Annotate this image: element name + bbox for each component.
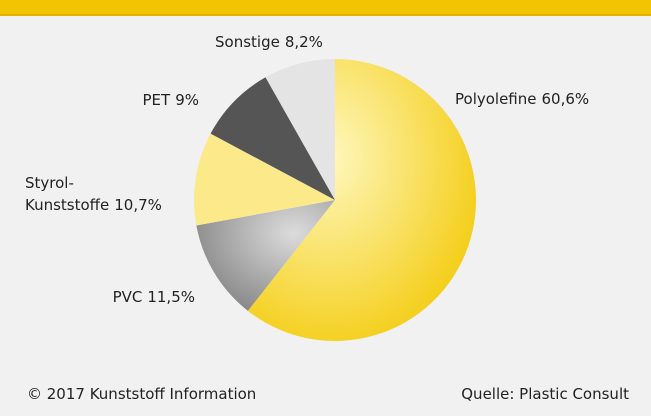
slice-name: Polyolefine [455,90,537,108]
slice-label: Sonstige 8,2% [215,31,323,53]
slice-value: 8,2% [284,33,323,51]
slice-value: 60,6% [541,90,590,108]
slice-name: Sonstige [215,33,280,51]
slice-value: 11,5% [147,288,195,306]
slice-name: PET [142,91,171,109]
header-band [0,0,651,16]
slice-label: Styrol- Kunststoffe 10,7% [25,172,162,216]
pie-slice [194,133,335,226]
footer-right: Quelle: Plastic Consult [461,385,629,403]
slice-label: PET 9% [143,89,199,111]
pie-slice [247,59,476,341]
pie-slice [196,200,335,311]
slice-value: 9% [175,91,199,109]
pie-slice [210,77,335,200]
slice-name: Styrol- Kunststoffe [25,174,110,214]
slice-value: 10,7% [114,196,162,214]
slice-label: Polyolefine 60,6% [455,88,589,110]
pie-slice [265,59,335,200]
slice-label: PVC 11,5% [113,286,195,308]
slice-name: PVC [112,288,143,306]
footer-left: © 2017 Kunststoff Information [27,385,257,403]
